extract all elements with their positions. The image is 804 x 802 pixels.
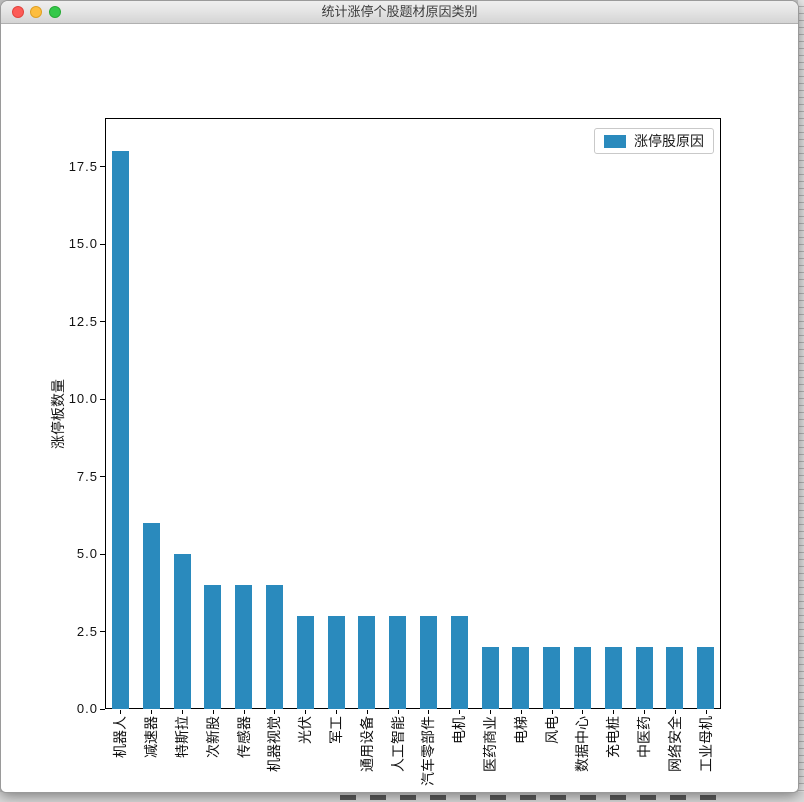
bar-军工 <box>327 616 345 709</box>
x-tick-mark <box>366 710 368 714</box>
bar-人工智能 <box>389 616 407 709</box>
bar-机器人 <box>111 151 129 709</box>
y-tick-mark <box>100 243 105 245</box>
bar-中医药 <box>635 647 653 709</box>
bar-机器视觉 <box>265 585 283 709</box>
legend: 涨停股原因 <box>594 128 714 154</box>
background-window-right-sliver <box>798 0 804 802</box>
y-tick-mark <box>100 631 105 632</box>
y-tick-mark <box>100 166 105 167</box>
x-tick-mark <box>459 710 461 714</box>
bar-减速器 <box>142 523 160 709</box>
y-tick-label: 17.5 <box>68 158 98 174</box>
y-tick-label: 12.5 <box>68 313 98 329</box>
x-tick-mark <box>274 710 276 714</box>
x-tick-mark <box>644 710 645 714</box>
y-tick-label: 2.5 <box>76 623 98 639</box>
y-tick-mark <box>100 708 105 710</box>
bar-传感器 <box>235 585 253 709</box>
x-tick-mark <box>490 710 491 714</box>
x-tick-mark <box>243 710 245 714</box>
bar-电机 <box>450 616 468 709</box>
x-tick-mark <box>397 710 399 714</box>
y-tick-mark <box>100 321 105 322</box>
close-button[interactable] <box>12 6 24 18</box>
bar-电梯 <box>512 647 530 709</box>
y-tick-label: 7.5 <box>76 468 98 484</box>
bar-光伏 <box>296 616 314 709</box>
y-tick-label: 5.0 <box>76 546 98 561</box>
bar-次新股 <box>204 585 222 709</box>
plot-axes-frame <box>105 118 721 709</box>
y-tick-label: 15.0 <box>68 236 98 251</box>
window-titlebar[interactable]: 统计涨停个股题材原因类别 <box>1 1 798 24</box>
bar-特斯拉 <box>173 554 191 709</box>
minimize-button[interactable] <box>30 6 42 18</box>
x-tick-mark <box>151 710 153 714</box>
zoom-button[interactable] <box>49 6 61 18</box>
bar-网络安全 <box>666 647 684 709</box>
x-tick-mark <box>582 710 584 714</box>
bar-医药商业 <box>481 647 499 709</box>
figure-canvas: 涨停板数量 涨停股原因 0.0 2.5 5.0 7.5 10.0 12.5 15.0 17.5… <box>1 24 798 792</box>
x-tick-mark <box>520 710 522 714</box>
x-tick-mark <box>182 710 183 714</box>
legend-color-swatch <box>604 134 626 148</box>
bar-工业母机 <box>697 647 715 709</box>
background-window-text-smudge <box>340 795 720 800</box>
y-tick-mark <box>100 398 105 400</box>
legend-label: 涨停股原因 <box>634 133 704 149</box>
x-tick-mark <box>212 710 214 714</box>
x-tick-mark <box>428 710 430 714</box>
x-tick-mark <box>674 710 676 714</box>
y-tick-mark <box>100 553 105 555</box>
x-tick-mark <box>613 710 615 714</box>
x-tick-mark <box>705 710 707 714</box>
x-tick-mark <box>305 710 307 714</box>
bar-数据中心 <box>573 647 591 709</box>
y-tick-label: 10.0 <box>68 391 98 406</box>
x-tick-mark <box>336 710 337 714</box>
x-tick-mark <box>120 710 122 714</box>
window-title: 统计涨停个股题材原因类别 <box>321 4 478 19</box>
bar-通用设备 <box>358 616 376 709</box>
background-window-bottom-sliver <box>0 792 804 802</box>
y-tick-label: 0.0 <box>76 701 98 716</box>
y-tick-mark <box>100 476 105 477</box>
bar-充电桩 <box>604 647 622 709</box>
bar-风电 <box>543 647 561 709</box>
bar-汽车零部件 <box>419 616 437 709</box>
x-tick-mark <box>551 710 553 714</box>
